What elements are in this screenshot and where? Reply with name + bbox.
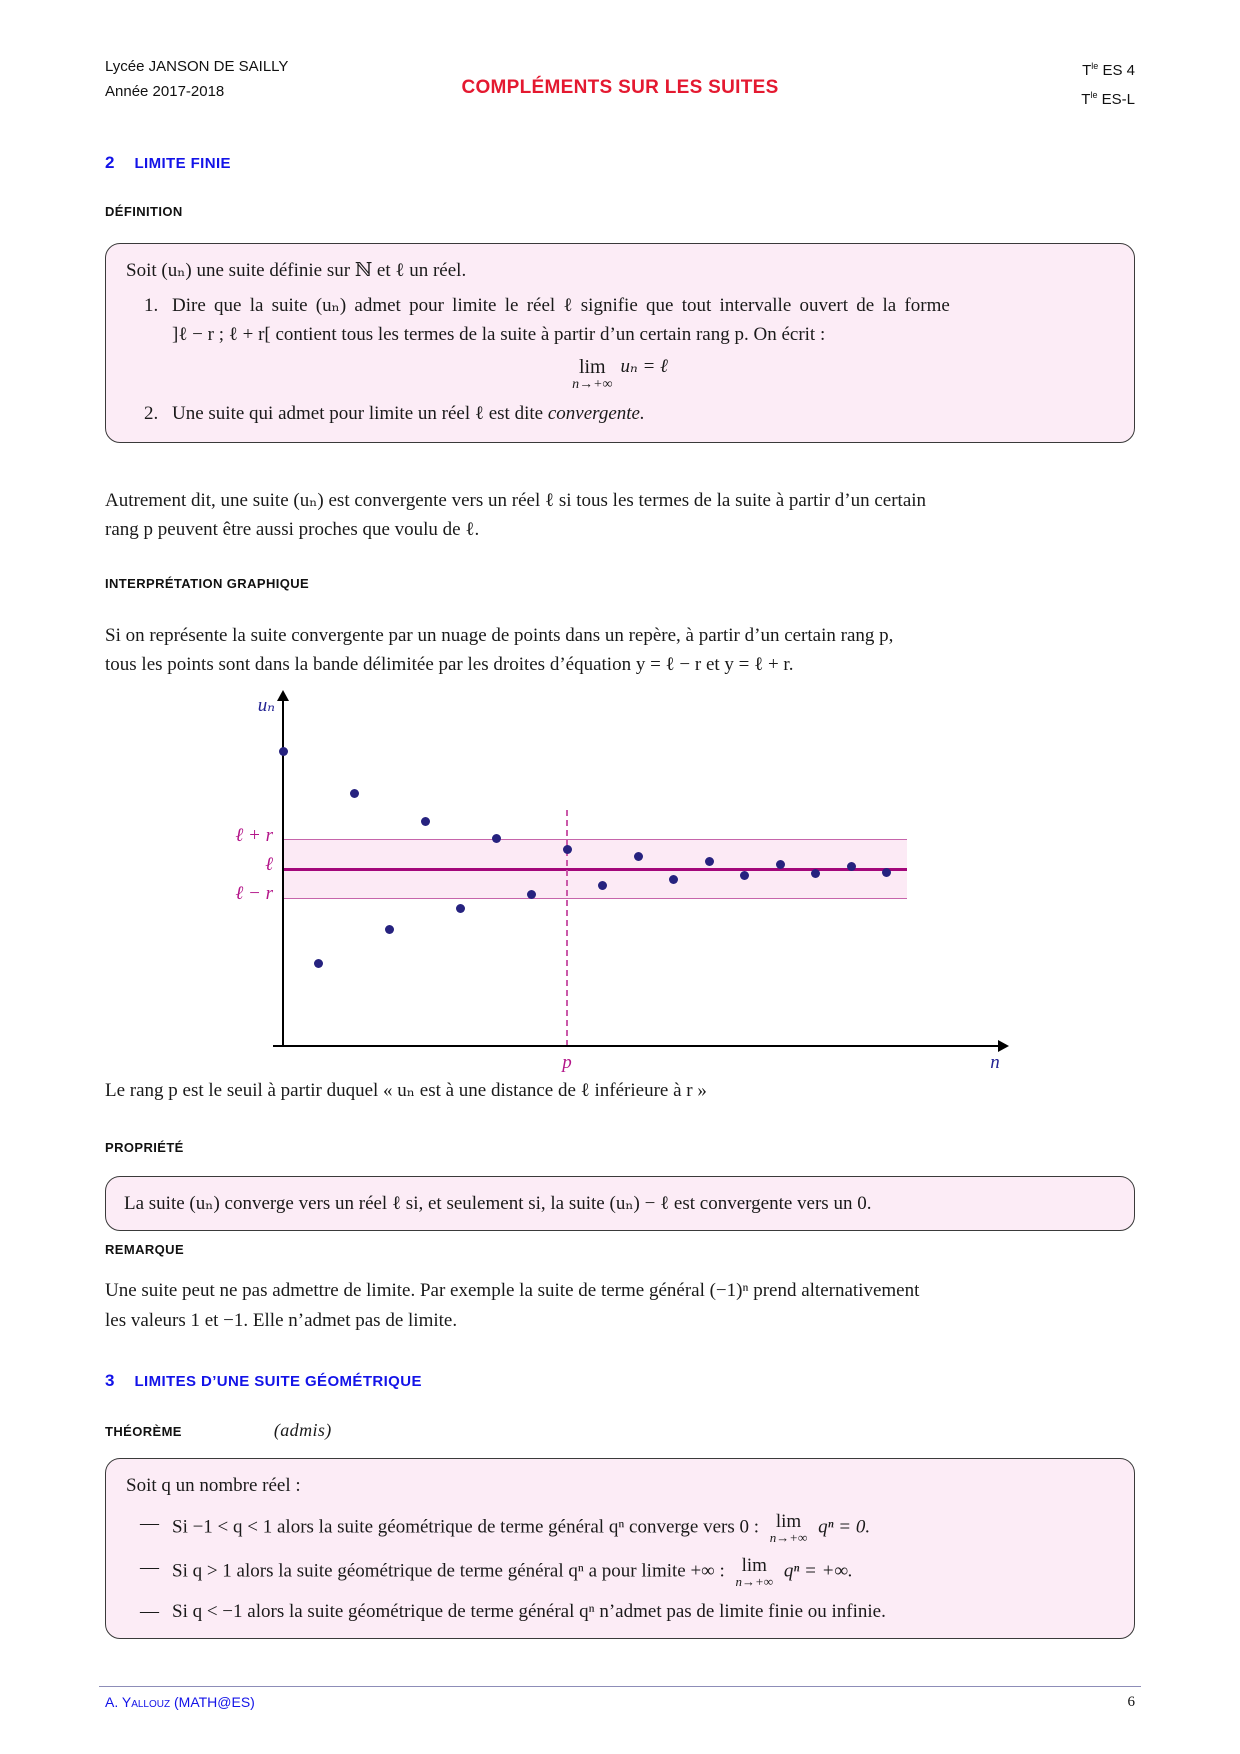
definition-item-1: 1. Dire que la suite (uₙ) admet pour lim… <box>126 291 1114 349</box>
page-number: 6 <box>1127 1694 1136 1710</box>
data-point <box>882 867 891 877</box>
limit-line <box>283 867 907 871</box>
x-axis-arrow-icon <box>998 1040 1009 1052</box>
data-point <box>385 925 394 935</box>
definition-item1-line1: Dire que la suite (uₙ) admet pour limite… <box>172 295 950 316</box>
section-3-heading: 3 LIMITES D’UNE SUITE GÉOMÉTRIQUE <box>105 1370 422 1392</box>
item-number: 2. <box>144 402 159 424</box>
definition-item2-emphasis: convergente. <box>547 402 645 424</box>
theoreme-label: THÉORÈME <box>105 1424 182 1439</box>
remarque-label: REMARQUE <box>105 1242 185 1257</box>
limit-operator: lim n→+∞ <box>572 356 613 392</box>
y-axis-arrow-icon <box>277 690 289 701</box>
footer-author: A. Yallouz (MATH@ES) <box>105 1694 255 1710</box>
data-point <box>491 833 501 843</box>
convergence-scatter-chart: uₙ ℓ + r ℓ ℓ − r p n <box>105 690 1165 1090</box>
data-point <box>775 859 785 869</box>
data-point <box>562 845 572 854</box>
remarque-text: Une suite peut ne pas admettre de limite… <box>105 1280 920 1331</box>
data-point <box>704 856 714 866</box>
item-number: 1. <box>144 295 159 316</box>
section-2-heading: 2 LIMITE FINIE <box>105 152 231 174</box>
definition-label: DÉFINITION <box>105 204 183 219</box>
theoreme-intro: Soit q un nombre réel : <box>126 1475 301 1496</box>
theoreme-admis: (admis) <box>273 1420 332 1440</box>
data-point <box>633 852 643 862</box>
data-point <box>598 880 607 890</box>
section-number: 3 <box>105 1371 115 1390</box>
propriete-text: La suite (uₙ) converge vers un réel ℓ si… <box>124 1193 872 1214</box>
data-point <box>349 789 359 799</box>
data-point <box>456 903 465 913</box>
rank-p-dashed-line <box>566 810 568 1046</box>
definition-item1-line2: ]ℓ − r ; ℓ + r[ contient tous les termes… <box>172 324 826 345</box>
upper-bound-label: ℓ + r <box>235 825 273 846</box>
y-axis-label: uₙ <box>257 695 275 716</box>
data-point <box>740 871 749 881</box>
definition-box: Soit (uₙ) une suite définie sur ℕ et ℓ u… <box>105 243 1135 443</box>
propriete-box: La suite (uₙ) converge vers un réel ℓ si… <box>105 1176 1135 1231</box>
paragraph-si: Si on représente la suite convergente pa… <box>105 625 894 675</box>
theoreme-item: — Si q > 1 alors la suite géométrique de… <box>140 1555 853 1589</box>
data-point <box>278 746 288 756</box>
limit-label: ℓ <box>265 854 273 875</box>
section-title: LIMITES D’UNE SUITE GÉOMÉTRIQUE <box>134 1373 422 1390</box>
definition-item2-text: Une suite qui admet pour limite un réel … <box>172 402 548 424</box>
definition-item-2: 2. Une suite qui admet pour limite un ré… <box>126 399 1114 428</box>
data-point <box>846 861 856 871</box>
rank-p-label: p <box>562 1052 572 1073</box>
lower-bound-label: ℓ − r <box>235 883 273 904</box>
theoreme-heading: THÉORÈME (admis) <box>105 1420 332 1441</box>
theoreme-item: — Si q < −1 alors la suite géométrique d… <box>140 1601 886 1622</box>
x-axis-label: n <box>990 1052 1000 1073</box>
interpretation-label: INTERPRÉTATION GRAPHIQUE <box>105 576 310 591</box>
class-label-2: Tle ES-L <box>1081 90 1135 108</box>
school-name: Lycée JANSON DE SAILLY <box>105 58 289 75</box>
theoreme-item: — Si −1 < q < 1 alors la suite géométriq… <box>140 1511 871 1545</box>
limit-notation: lim n→+∞ <box>769 1511 808 1545</box>
footer-rule <box>99 1686 1141 1687</box>
section-number: 2 <box>105 153 115 172</box>
data-point <box>527 889 536 899</box>
data-point <box>314 959 323 969</box>
x-axis <box>273 1045 999 1047</box>
y-axis <box>282 698 284 1046</box>
section-title: LIMITE FINIE <box>134 155 231 172</box>
header-right: Tle ES 4 Tle ES-L <box>1081 54 1135 112</box>
data-point <box>811 869 820 878</box>
propriete-label: PROPRIÉTÉ <box>105 1140 184 1155</box>
theoreme-box: Soit q un nombre réel : — Si −1 < q < 1 … <box>105 1458 1135 1639</box>
limit-formula: lim n→+∞ uₙ = ℓ <box>126 356 1114 393</box>
paragraph-autrement: Autrement dit, une suite (uₙ) est conver… <box>105 490 927 540</box>
data-point <box>420 816 430 826</box>
limit-notation: lim n→+∞ <box>735 1555 774 1589</box>
header-left: Lycée JANSON DE SAILLY Année 2017-2018 <box>105 54 288 104</box>
class-label-1: Tle ES 4 <box>1082 61 1135 79</box>
school-year: Année 2017-2018 <box>105 83 225 100</box>
data-point <box>669 874 678 884</box>
definition-intro: Soit (uₙ) une suite définie sur ℕ et ℓ u… <box>126 260 467 281</box>
limit-expression: uₙ = ℓ <box>620 356 668 377</box>
footer: A. Yallouz (MATH@ES) 6 <box>105 1694 1135 1711</box>
page-title: COMPLÉMENTS SUR LES SUITES <box>461 77 779 98</box>
graph-caption: Le rang p est le seuil à partir duquel «… <box>105 1080 707 1101</box>
